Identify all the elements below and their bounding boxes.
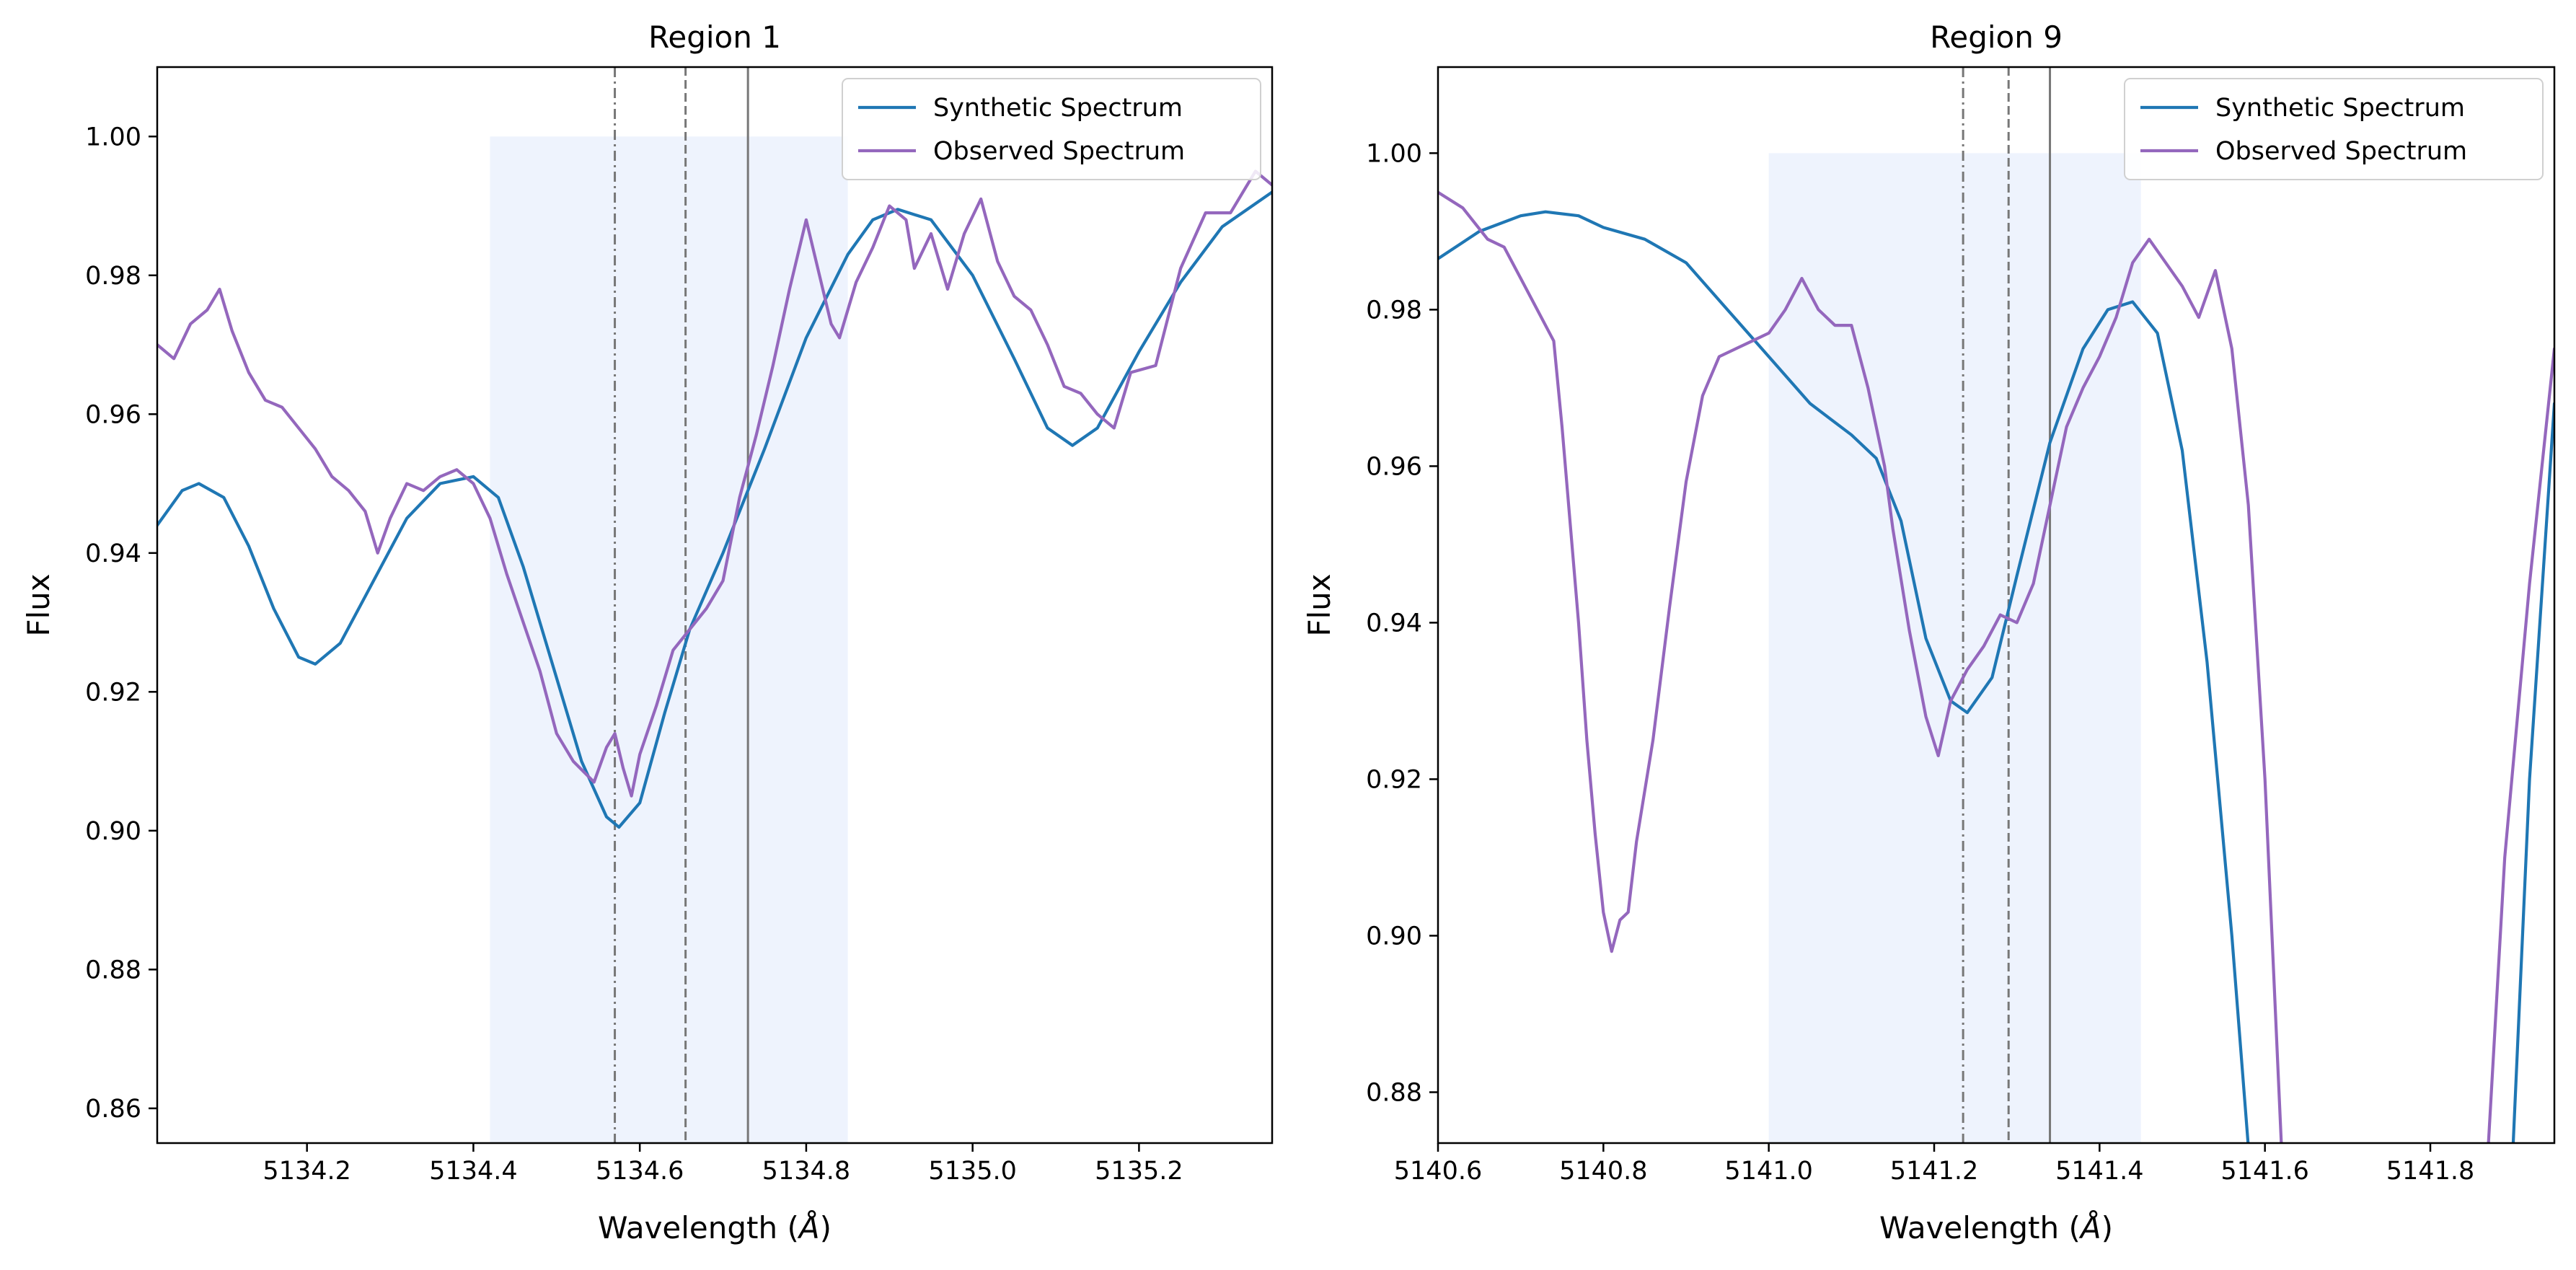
x-tick-label: 5141.2 — [1890, 1157, 1978, 1186]
x-axis-label: Wavelength (Å) — [598, 1209, 832, 1245]
x-axis-label-close: ) — [2101, 1210, 2113, 1245]
x-axis-label-text: Wavelength ( — [1879, 1210, 2081, 1245]
x-tick-label: 5140.6 — [1394, 1157, 1482, 1186]
y-tick-label: 0.92 — [85, 678, 141, 707]
axes-frame — [1437, 66, 2556, 1145]
y-tick-label: 0.88 — [85, 956, 141, 984]
chart-title: Region 1 — [648, 19, 781, 55]
x-axis-label-unit: Å — [797, 1209, 820, 1245]
x-axis-label-close: ) — [820, 1210, 832, 1245]
x-tick-label: 5140.8 — [1559, 1157, 1647, 1186]
y-tick-label: 0.96 — [85, 400, 141, 429]
x-axis-label-text: Wavelength ( — [598, 1210, 799, 1245]
legend: Synthetic Spectrum Observed Spectrum — [842, 78, 1261, 180]
y-tick-label: 0.94 — [85, 539, 141, 568]
shaded-region — [490, 136, 848, 1143]
y-tick-label: 0.98 — [85, 262, 141, 291]
x-axis-label: Wavelength (Å) — [1879, 1209, 2113, 1245]
y-axis-label: Flux — [1302, 573, 1337, 636]
legend-label: Synthetic Spectrum — [2215, 94, 2465, 123]
y-tick-label: 0.86 — [85, 1095, 141, 1124]
x-tick-label: 5135.0 — [928, 1157, 1016, 1186]
y-tick-label: 0.96 — [1366, 452, 1422, 481]
x-tick-label: 5141.8 — [2386, 1157, 2474, 1186]
legend-label: Observed Spectrum — [933, 137, 1185, 166]
chart-title: Region 9 — [1930, 19, 2063, 55]
series-line-observed-spectrum — [1438, 190, 2554, 1143]
x-tick-label: 5134.2 — [263, 1157, 350, 1186]
plot-area — [1438, 67, 2554, 1143]
legend-label: Observed Spectrum — [2215, 137, 2467, 166]
chart-panel-2: 5140.6 5140.8 5141.0 5141.2 5141.4 5141.6 5141… — [1302, 19, 2556, 1245]
y-tick-label: 1.00 — [85, 123, 141, 151]
x-tick-label: 5134.6 — [596, 1157, 684, 1186]
y-tick-label: 0.94 — [1366, 609, 1422, 638]
plot-area — [157, 67, 1272, 1143]
x-tick-label: 5141.6 — [2220, 1157, 2308, 1186]
legend: Synthetic Spectrum Observed Spectrum — [2124, 78, 2544, 180]
y-tick-label: 0.88 — [1366, 1078, 1422, 1107]
y-axis-label: Flux — [21, 573, 56, 636]
series-line-synthetic-spectrum — [157, 190, 1272, 829]
legend-label: Synthetic Spectrum — [933, 94, 1183, 123]
x-axis-label-unit: Å — [2078, 1209, 2101, 1245]
chart-panel-1: 5134.2 5134.4 5134.6 5134.8 5135.0 5135.2 0.86… — [21, 19, 1274, 1245]
y-tick-label: 0.90 — [1366, 922, 1422, 951]
x-tick-label: 5134.8 — [762, 1157, 850, 1186]
x-tick-label: 5141.0 — [1724, 1157, 1812, 1186]
y-tick-label: 0.98 — [1366, 296, 1422, 325]
y-tick-label: 0.92 — [1366, 765, 1422, 794]
x-tick-label: 5135.2 — [1095, 1157, 1183, 1186]
y-tick-label: 1.00 — [1366, 139, 1422, 168]
series-line-observed-spectrum — [157, 169, 1272, 798]
x-tick-label: 5134.4 — [429, 1157, 517, 1186]
legend-box — [2124, 78, 2544, 180]
axes-frame — [156, 66, 1274, 1145]
legend-box — [842, 78, 1261, 180]
x-tick-label: 5141.4 — [2055, 1157, 2143, 1186]
y-tick-label: 0.90 — [85, 817, 141, 846]
shaded-region — [1768, 153, 2141, 1143]
